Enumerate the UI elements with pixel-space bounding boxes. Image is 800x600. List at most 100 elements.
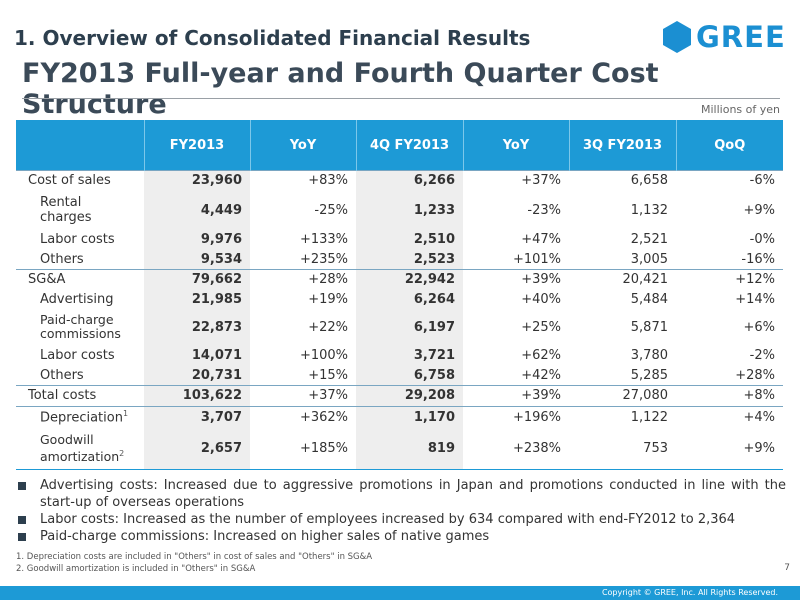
table-row: Goodwill amortization2 2,657 +185% 819 +… [16, 428, 783, 471]
table-cell: +196% [463, 405, 569, 429]
table-cell: 14,071 [144, 345, 250, 366]
table-cell: +15% [308, 367, 348, 383]
column-header: YoY [462, 120, 569, 171]
table-cell: +4% [676, 405, 783, 429]
table-cell: 9,534 [144, 249, 250, 270]
table-cell: 3,005 [630, 251, 668, 267]
table-cell: +101% [512, 251, 561, 267]
table-cell: 1,233 [356, 190, 463, 230]
table-cell: +9% [676, 428, 783, 471]
table-cell: 6,266 [356, 169, 463, 191]
column-header: FY2013 [143, 120, 250, 171]
table-cell: +25% [521, 319, 561, 335]
bullet-text: Advertising costs: Increased due to aggr… [40, 478, 786, 510]
bullet-text: Paid-charge commissions: Increased on hi… [40, 529, 490, 544]
row-label: Rental charges [40, 195, 92, 226]
footnote: 2. Goodwill amortization is included in … [16, 564, 256, 574]
table-cell: +39% [463, 268, 569, 290]
hexagon-logo-icon [663, 21, 691, 53]
table-row: Cost of sales 23,960 +83% 6,266 +37% 6,6… [16, 169, 783, 191]
row-label: Others [40, 367, 84, 383]
table-cell: +40% [521, 291, 561, 307]
table-cell: 819 [356, 428, 463, 471]
row-label: Others [40, 251, 84, 267]
table-cell: +22% [308, 319, 348, 335]
table-cell: 9,976 [144, 229, 250, 250]
row-label-text: Goodwill amortization [40, 432, 120, 465]
table-cell: 2,657 [144, 428, 250, 471]
table-cell: 23,960 [144, 169, 250, 191]
table-cell: 22,873 [144, 309, 250, 346]
footnote-ref: 1 [122, 409, 129, 419]
table-cell: 6,758 [356, 365, 463, 386]
table-cell: 21,985 [144, 289, 250, 310]
table-cell: -2% [749, 347, 775, 363]
row-label: SG&A [16, 268, 144, 290]
table-cell: 5,871 [630, 319, 668, 335]
bullet-text: Labor costs: Increased as the number of … [40, 512, 736, 527]
table-cell: 20,731 [144, 365, 250, 386]
table-cell: -23% [527, 202, 561, 218]
table-row: Total costs 103,622 +37% 29,208 +39% 27,… [16, 384, 783, 407]
table-cell: 1,122 [569, 405, 676, 429]
table-cell: +37% [463, 169, 569, 191]
table-cell: 6,658 [569, 169, 676, 191]
table-cell: -0% [749, 232, 775, 248]
table-cell: +133% [299, 232, 348, 248]
list-item: Paid-charge commissions: Increased on hi… [16, 528, 786, 545]
row-label: Paid-charge commissions [40, 312, 121, 342]
table-cell: 1,132 [630, 202, 668, 218]
table-cell: 2,523 [356, 249, 463, 270]
logo-text: GREE [696, 20, 786, 54]
table-row: Paid-charge commissions 22,873 +22% 6,19… [16, 309, 783, 346]
table-cell: 3,780 [630, 347, 668, 363]
row-label: Labor costs [40, 232, 115, 248]
table-row: Rental charges 4,449 -25% 1,233 -23% 1,1… [16, 190, 783, 230]
table-cell: 753 [569, 428, 676, 471]
table-cell: 6,197 [356, 309, 463, 346]
table-cell: +19% [308, 291, 348, 307]
cost-structure-table: FY2013 YoY 4Q FY2013 YoY 3Q FY2013 QoQ C… [16, 120, 783, 471]
table-row: Advertising 21,985 +19% 6,264 +40% 5,484… [16, 289, 783, 310]
table-cell: +37% [250, 384, 356, 407]
bullet-square-icon [18, 533, 26, 541]
table-cell: 5,484 [630, 291, 668, 307]
list-item: Labor costs: Increased as the number of … [16, 511, 786, 528]
table-cell: +8% [676, 384, 783, 407]
table-cell: -25% [314, 202, 348, 218]
row-label: Depreciation1 [16, 405, 144, 429]
row-label: Labor costs [40, 347, 115, 363]
table-cell: +39% [463, 384, 569, 407]
row-label: Total costs [16, 384, 144, 407]
footnotes: 1. Depreciation costs are included in "O… [16, 551, 372, 575]
row-label: Cost of sales [16, 169, 144, 191]
footnote-ref: 2 [119, 449, 125, 458]
table-row: Labor costs 9,976 +133% 2,510 +47% 2,521… [16, 229, 783, 250]
table-cell: 20,421 [569, 268, 676, 290]
unit-label: Millions of yen [701, 103, 780, 116]
list-item: Advertising costs: Increased due to aggr… [16, 477, 786, 511]
table-cell: -6% [676, 169, 783, 191]
table-cell: +83% [250, 169, 356, 191]
table-cell: +14% [735, 291, 775, 307]
table-cell: +235% [299, 251, 348, 267]
table-cell: +62% [521, 347, 561, 363]
page-number: 7 [784, 563, 790, 573]
table-row: Depreciation1 3,707 +362% 1,170 +196% 1,… [16, 405, 783, 429]
title-divider [22, 98, 780, 99]
table-cell: +185% [250, 428, 356, 471]
table-cell: -16% [741, 251, 775, 267]
column-header: QoQ [675, 120, 783, 171]
row-label: Advertising [40, 291, 114, 307]
row-label: Goodwill amortization2 [16, 428, 144, 471]
table-cell: 6,264 [356, 289, 463, 310]
table-cell: 5,285 [630, 367, 668, 383]
commentary-list: Advertising costs: Increased due to aggr… [16, 477, 786, 545]
table-cell: +100% [299, 347, 348, 363]
bullet-square-icon [18, 516, 26, 524]
bullet-square-icon [18, 482, 26, 490]
table-cell: +28% [735, 367, 775, 383]
table-cell: 79,662 [144, 268, 250, 290]
table-cell: +9% [743, 202, 775, 218]
footnote: 1. Depreciation costs are included in "O… [16, 552, 373, 562]
